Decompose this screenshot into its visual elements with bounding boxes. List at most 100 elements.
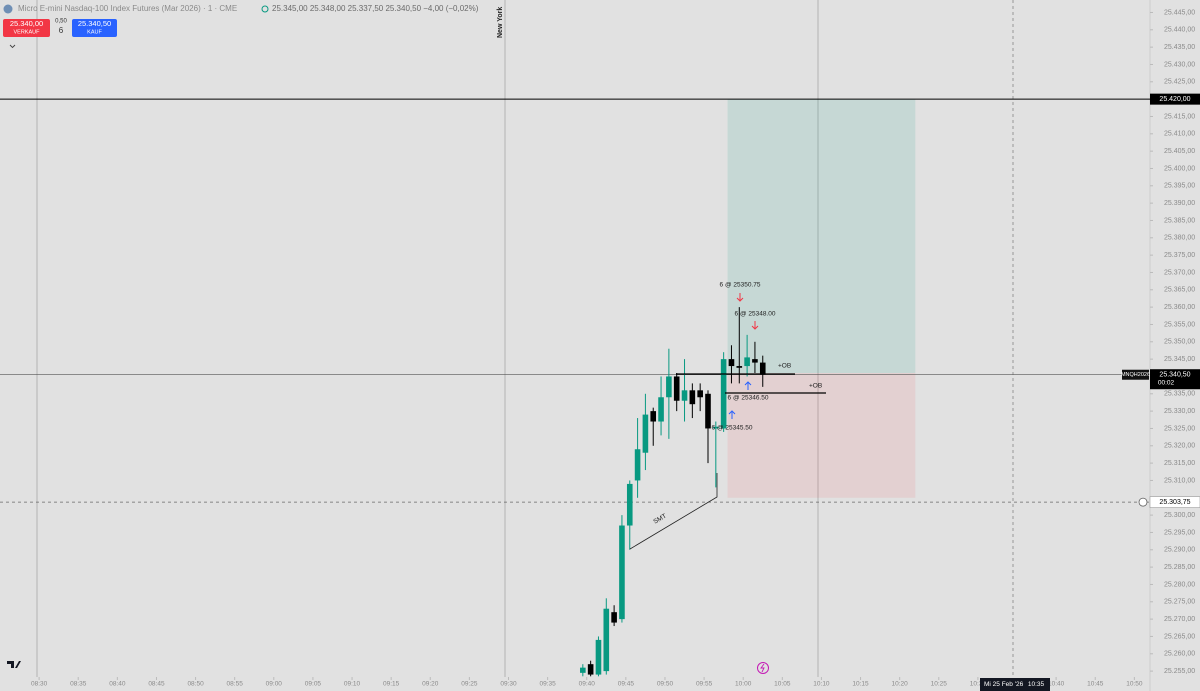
sell-button[interactable] (3, 19, 50, 37)
grid (36, 0, 1151, 691)
x-tick-label: 10:50 (1126, 681, 1143, 688)
y-tick-label: 25.275,00 (1164, 599, 1195, 606)
x-tick-label: 09:00 (266, 681, 283, 688)
candle-body (681, 390, 688, 401)
symbol-box (1122, 369, 1149, 380)
spread: 0,50 (55, 19, 67, 25)
candle-body (759, 362, 766, 375)
candle-body (697, 390, 703, 398)
stop-price: 25.303,75 (1159, 499, 1190, 506)
y-tick-label: 25.365,00 (1164, 287, 1195, 294)
y-tick-label: 25.310,00 (1164, 477, 1195, 484)
y-tick-label: 25.425,00 (1164, 79, 1195, 86)
target-price-box (1150, 93, 1200, 105)
x-tick-label: 09:25 (461, 681, 478, 688)
buy-button[interactable] (72, 19, 117, 37)
stop-zone (727, 372, 916, 498)
symbol-label: MNQH2026 (1121, 372, 1150, 378)
quantity[interactable]: 6 (59, 26, 64, 35)
y-tick-label: 25.430,00 (1164, 61, 1195, 68)
cursor-date: Mi 25 Feb '26 (984, 681, 1024, 688)
x-tick-label: 09:50 (657, 681, 674, 688)
buy-price: 25.340,50 (78, 19, 111, 28)
candles (580, 307, 766, 677)
collapse-toggle[interactable] (9, 44, 16, 49)
x-tick-label: 09:10 (344, 681, 361, 688)
annotation: 6 @ 25348.00 (735, 311, 776, 318)
x-tick-label: 09:45 (618, 681, 635, 688)
x-tick-label: 10:05 (774, 681, 791, 688)
y-tick-label: 25.385,00 (1164, 217, 1195, 224)
stop-price-box (1149, 496, 1200, 508)
cursor-date-box (980, 678, 1050, 691)
candle-body (705, 393, 711, 429)
timezone: New York (497, 7, 504, 38)
chart-title: Micro E-mini Nasdaq-100 Index Futures (M… (18, 4, 237, 13)
y-tick-label: 25.410,00 (1164, 131, 1195, 138)
candle-body (603, 608, 610, 672)
header: Micro E-mini Nasdaq-100 Index Futures (M… (3, 4, 504, 49)
y-tick-label: 25.290,00 (1164, 547, 1195, 554)
buy-label: KAUF (87, 29, 102, 35)
annotation: +OB (778, 363, 791, 370)
sell-arrow (751, 321, 759, 330)
x-tick-label: 08:45 (148, 681, 165, 688)
x-tick-label: 10:45 (1087, 681, 1104, 688)
y-tick-label: 25.335,00 (1164, 391, 1195, 398)
candle-body (744, 357, 750, 367)
y-tick-label: 25.320,00 (1164, 443, 1195, 450)
countdown: 00:02 (1158, 379, 1175, 386)
sell-arrow (736, 293, 744, 302)
y-tick-label: 25.295,00 (1164, 529, 1195, 536)
smt-line (629, 473, 718, 550)
y-tick-label: 25.325,00 (1164, 425, 1195, 432)
y-tick-label: 25.435,00 (1164, 44, 1195, 51)
candle-body (650, 411, 657, 422)
annotation: +OB (809, 383, 822, 390)
y-tick-label: 25.330,00 (1164, 408, 1195, 415)
event-icon[interactable] (757, 662, 769, 674)
x-tick-label: 08:55 (227, 681, 244, 688)
cursor-time: 10:35 (1028, 681, 1045, 688)
y-tick-label: 25.390,00 (1164, 200, 1195, 207)
candle-body (728, 359, 735, 367)
candle-body (634, 449, 641, 481)
alert-icon (1138, 497, 1148, 507)
status-dot (261, 5, 269, 13)
annotation: 6 @ 25350.75 (720, 282, 761, 289)
candle-body (713, 426, 719, 429)
x-tick-label: 09:35 (539, 681, 556, 688)
candle-body (720, 359, 727, 429)
y-tick-label: 25.355,00 (1164, 321, 1195, 328)
position-tool (727, 99, 916, 498)
axes: 25.255,00 25.260,00 25.265,00 25.270,00 25.2… (31, 9, 1200, 691)
candle-body (689, 390, 696, 405)
candle-body (580, 667, 586, 673)
y-tick-label: 25.345,00 (1164, 356, 1195, 363)
x-tick-label: 10:40 (1048, 681, 1065, 688)
logo (7, 661, 21, 668)
candle-body (658, 397, 664, 422)
candle-body (666, 376, 672, 398)
x-tick-label: 10:15 (852, 681, 869, 688)
x-tick-label: 09:55 (696, 681, 713, 688)
candle-body (642, 414, 649, 453)
y-tick-label: 25.285,00 (1164, 564, 1195, 571)
y-tick-label: 25.280,00 (1164, 581, 1195, 588)
candle-body (587, 664, 594, 675)
buy-arrow (728, 410, 736, 419)
x-tick-label: 09:15 (383, 681, 400, 688)
y-tick-label: 25.300,00 (1164, 512, 1195, 519)
x-tick-label: 09:05 (305, 681, 322, 688)
candle-body (752, 359, 758, 363)
y-tick-label: 25.415,00 (1164, 113, 1195, 120)
candle-body (619, 525, 625, 620)
last-price-box (1150, 369, 1200, 390)
x-tick-label: 10:00 (735, 681, 752, 688)
levels (0, 98, 1150, 503)
y-tick-label: 25.395,00 (1164, 183, 1195, 190)
y-tick-label: 25.260,00 (1164, 651, 1195, 658)
y-tick-label: 25.440,00 (1164, 27, 1195, 34)
